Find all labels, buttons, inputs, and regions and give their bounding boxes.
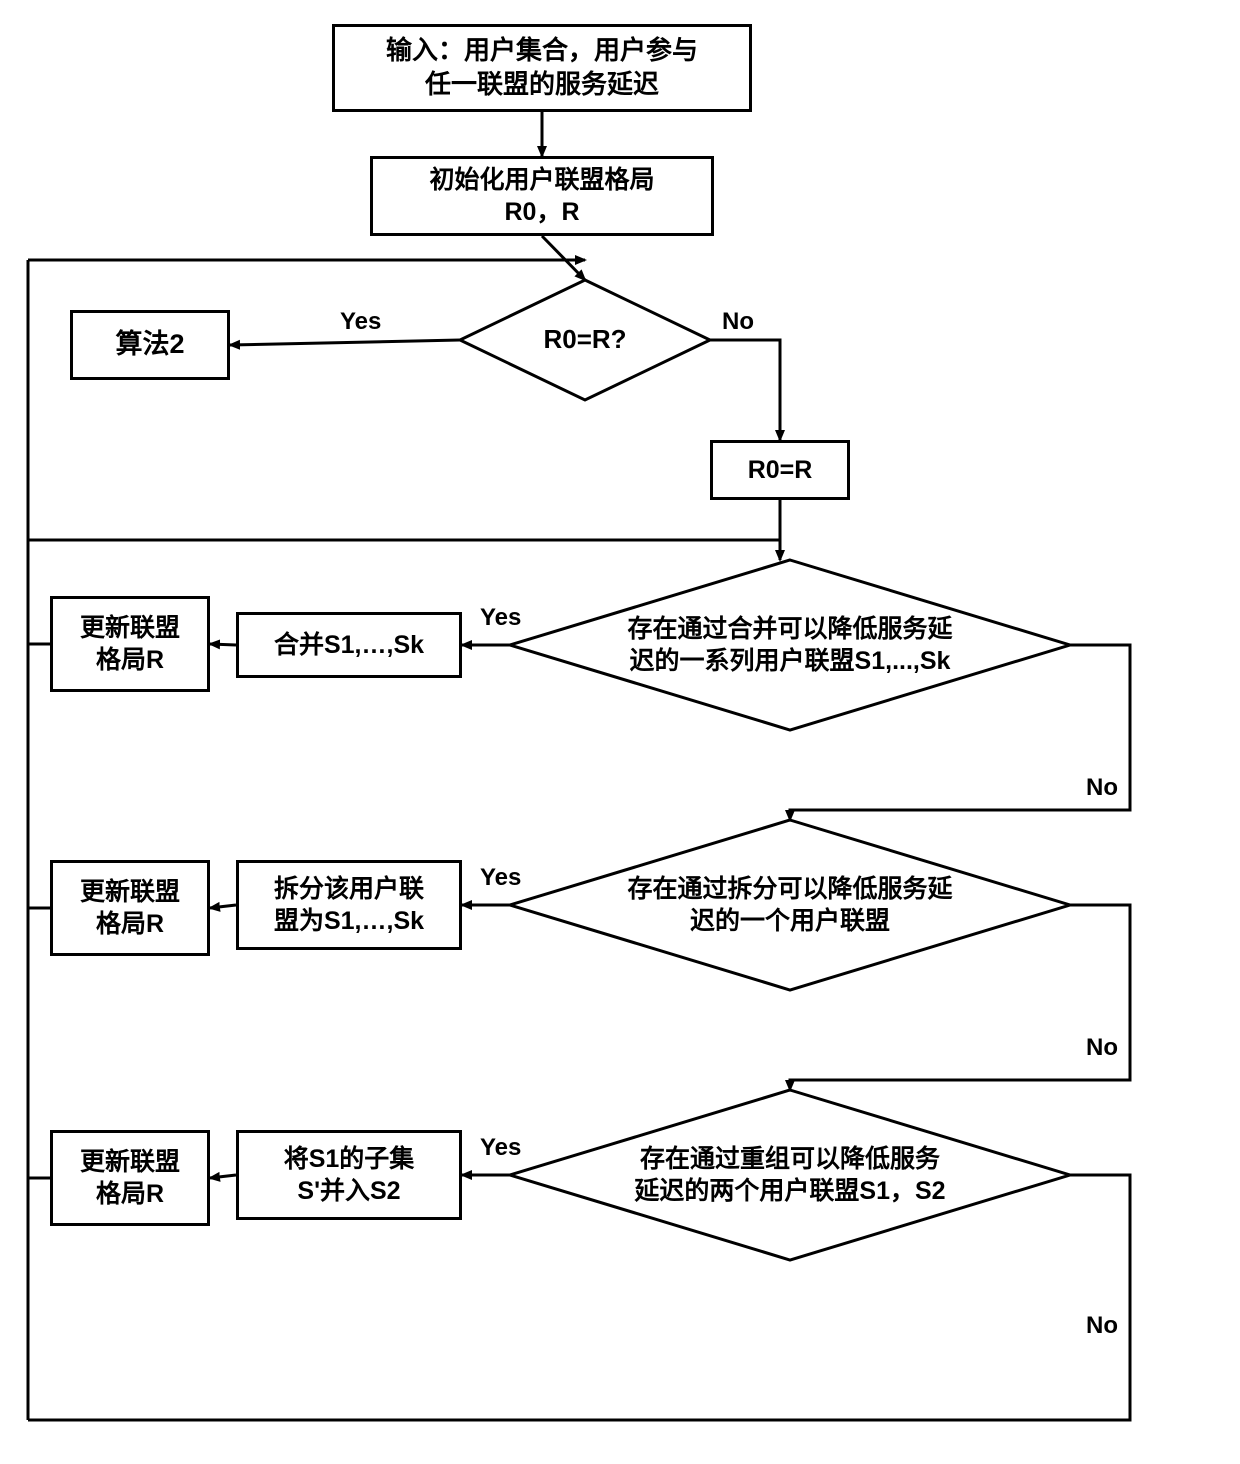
split_upd-text: 更新联盟格局R [80, 876, 180, 941]
algo2-text: 算法2 [115, 327, 184, 362]
label-eq_no: No [720, 308, 756, 336]
regroup_act-text: 将S1的子集S'并入S2 [284, 1143, 415, 1208]
label-regroup_yes: Yes [478, 1134, 523, 1162]
label-split_yes: Yes [478, 864, 523, 892]
merge_act-box: 合并S1,…,Sk [236, 612, 462, 678]
label-merge_yes: Yes [478, 604, 523, 632]
assign-text: R0=R [748, 454, 813, 487]
init-text: 初始化用户联盟格局R0，R [429, 164, 654, 229]
merge_upd-text: 更新联盟格局R [80, 612, 180, 677]
input-text: 输入：用户集合，用户参与任一联盟的服务延迟 [386, 34, 698, 102]
d_eq-diamond: R0=R? [460, 280, 710, 400]
split_act-text: 拆分该用户联盟为S1,…,Sk [274, 873, 424, 938]
split_act-box: 拆分该用户联盟为S1,…,Sk [236, 860, 462, 950]
d_split-diamond: 存在通过拆分可以降低服务延迟的一个用户联盟 [510, 820, 1070, 990]
regroup_upd-box: 更新联盟格局R [50, 1130, 210, 1226]
label-eq_yes: Yes [338, 308, 383, 336]
regroup_act-box: 将S1的子集S'并入S2 [236, 1130, 462, 1220]
init-box: 初始化用户联盟格局R0，R [370, 156, 714, 236]
d_split-text: 存在通过拆分可以降低服务延迟的一个用户联盟 [627, 873, 952, 938]
d_regroup-text: 存在通过重组可以降低服务延迟的两个用户联盟S1，S2 [634, 1143, 945, 1208]
label-merge_no: No [1084, 774, 1120, 802]
d_eq-text: R0=R? [543, 323, 626, 357]
merge_upd-box: 更新联盟格局R [50, 596, 210, 692]
regroup_upd-text: 更新联盟格局R [80, 1146, 180, 1211]
input-box: 输入：用户集合，用户参与任一联盟的服务延迟 [332, 24, 752, 112]
d_merge-text: 存在通过合并可以降低服务延迟的一系列用户联盟S1,...,Sk [627, 613, 952, 678]
assign-box: R0=R [710, 440, 850, 500]
algo2-box: 算法2 [70, 310, 230, 380]
label-split_no: No [1084, 1034, 1120, 1062]
label-regroup_no: No [1084, 1312, 1120, 1340]
split_upd-box: 更新联盟格局R [50, 860, 210, 956]
merge_act-text: 合并S1,…,Sk [274, 629, 424, 662]
d_merge-diamond: 存在通过合并可以降低服务延迟的一系列用户联盟S1,...,Sk [510, 560, 1070, 730]
d_regroup-diamond: 存在通过重组可以降低服务延迟的两个用户联盟S1，S2 [510, 1090, 1070, 1260]
